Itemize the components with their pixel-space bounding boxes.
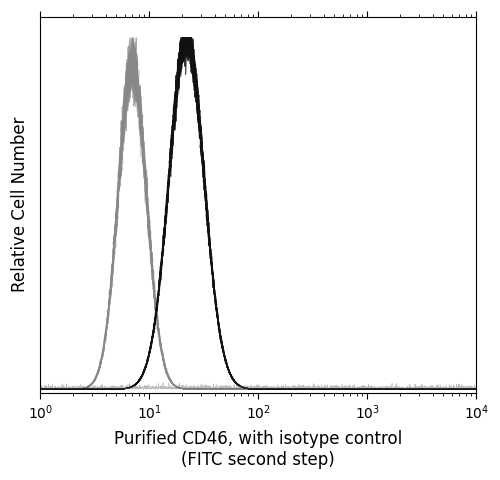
Y-axis label: Relative Cell Number: Relative Cell Number xyxy=(11,117,29,292)
X-axis label: Purified CD46, with isotype control
(FITC second step): Purified CD46, with isotype control (FIT… xyxy=(114,430,403,469)
